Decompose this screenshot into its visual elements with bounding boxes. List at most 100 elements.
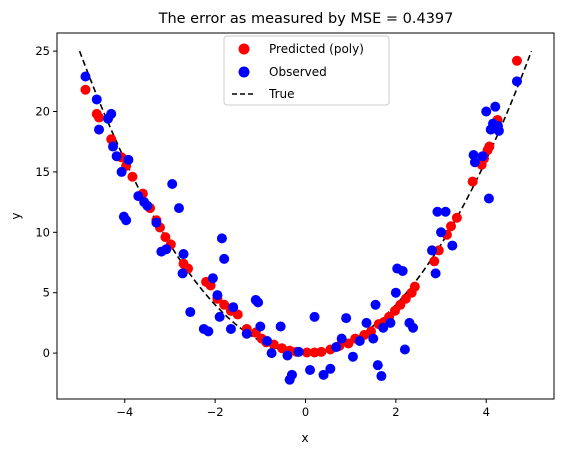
y-axis-ticks: 0 5 10 15 20 25 (35, 44, 57, 360)
observed-point (216, 233, 227, 244)
observed-points-layer (80, 71, 522, 385)
observed-point (177, 268, 188, 279)
observed-point (121, 215, 132, 226)
predicted-point (301, 347, 312, 358)
observed-point (203, 326, 214, 337)
y-axis-label: y (9, 212, 23, 219)
observed-point (378, 322, 389, 333)
predicted-point (316, 346, 327, 357)
observed-point (477, 151, 488, 162)
observed-point (173, 203, 184, 214)
observed-point (361, 317, 372, 328)
observed-point (370, 299, 381, 310)
x-tick-label: 2 (392, 405, 399, 419)
observed-point (286, 369, 297, 380)
predicted-point (451, 212, 462, 223)
predicted-point (277, 343, 288, 354)
y-tick-label: 15 (35, 165, 50, 179)
observed-point (390, 287, 401, 298)
observed-point (305, 365, 316, 376)
chart-title: The error as measured by MSE = 0.4397 (158, 11, 454, 27)
observed-point (385, 317, 396, 328)
y-tick-label: 20 (35, 105, 50, 119)
observed-point (111, 151, 122, 162)
predicted-point (429, 256, 440, 267)
observed-point (212, 290, 223, 301)
observed-point (94, 124, 105, 135)
observed-point (282, 350, 293, 361)
y-tick-label: 5 (43, 286, 50, 300)
observed-point (430, 268, 441, 279)
predicted-point (232, 309, 243, 320)
x-axis-ticks: −4 −2 0 2 4 (116, 399, 490, 419)
legend-label-observed: Observed (269, 65, 327, 79)
observed-point (219, 253, 230, 264)
observed-point (207, 273, 218, 284)
observed-point (376, 371, 387, 382)
y-tick-label: 10 (35, 225, 50, 239)
observed-point (408, 322, 419, 333)
legend-marker-predicted (238, 43, 250, 55)
observed-point (318, 369, 329, 380)
observed-point (440, 206, 451, 217)
observed-point (347, 351, 358, 362)
observed-point (511, 76, 522, 87)
observed-point (262, 336, 273, 347)
legend-label-true: True (268, 87, 295, 101)
predicted-point (445, 221, 456, 232)
observed-point (151, 217, 162, 228)
observed-point (142, 200, 153, 211)
observed-point (275, 321, 286, 332)
observed-point (341, 313, 352, 324)
observed-point (161, 244, 172, 255)
x-tick-label: 0 (302, 405, 309, 419)
y-tick-label: 0 (43, 346, 50, 360)
observed-point (167, 178, 178, 189)
observed-point (427, 245, 438, 256)
observed-point (309, 311, 320, 322)
observed-point (372, 360, 383, 371)
observed-point (255, 321, 266, 332)
x-tick-label: −4 (116, 405, 133, 419)
observed-point (178, 249, 189, 260)
predicted-point (484, 141, 495, 152)
x-tick-label: 4 (483, 405, 490, 419)
observed-point (241, 328, 252, 339)
observed-point (447, 240, 458, 251)
observed-point (368, 333, 379, 344)
observed-point (483, 193, 494, 204)
observed-point (214, 311, 225, 322)
observed-point (293, 346, 304, 357)
x-tick-label: −2 (207, 405, 224, 419)
y-tick-label: 25 (35, 44, 50, 58)
observed-point (253, 297, 264, 308)
observed-point (490, 101, 501, 112)
observed-point (397, 265, 408, 276)
observed-point (116, 166, 127, 177)
observed-point (325, 363, 336, 374)
observed-point (106, 108, 117, 119)
predicted-point (219, 299, 230, 310)
observed-point (436, 227, 447, 238)
observed-point (336, 333, 347, 344)
observed-point (108, 141, 119, 152)
observed-point (91, 94, 102, 105)
predicted-point (511, 55, 522, 66)
observed-point (399, 344, 410, 355)
observed-point (185, 307, 196, 318)
observed-point (123, 154, 134, 165)
observed-point (228, 302, 239, 313)
predicted-point (94, 112, 105, 123)
observed-point (225, 323, 236, 334)
observed-point (80, 71, 91, 82)
predicted-point (80, 84, 91, 95)
observed-point (331, 342, 342, 353)
predicted-point (127, 171, 138, 182)
predicted-point (160, 232, 171, 243)
observed-point (493, 125, 504, 136)
observed-point (354, 336, 365, 347)
observed-point (266, 348, 277, 359)
legend-box (223, 35, 390, 106)
observed-point (432, 206, 443, 217)
